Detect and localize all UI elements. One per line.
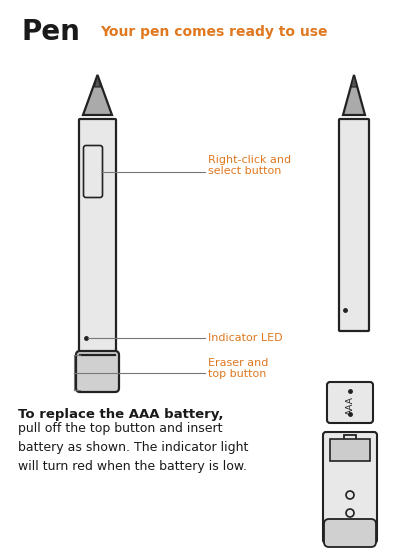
FancyBboxPatch shape bbox=[79, 119, 116, 356]
Polygon shape bbox=[351, 75, 357, 87]
Text: Right-click and
select button: Right-click and select button bbox=[208, 155, 291, 176]
Polygon shape bbox=[83, 75, 112, 115]
FancyBboxPatch shape bbox=[327, 382, 373, 423]
FancyBboxPatch shape bbox=[84, 146, 102, 197]
Text: Eraser and
top button: Eraser and top button bbox=[208, 358, 268, 379]
Text: Pen: Pen bbox=[22, 18, 81, 46]
Text: AAA: AAA bbox=[346, 396, 354, 415]
Circle shape bbox=[346, 509, 354, 517]
Text: Indicator LED: Indicator LED bbox=[208, 333, 283, 343]
Bar bbox=[344, 435, 356, 441]
FancyBboxPatch shape bbox=[324, 519, 376, 547]
FancyBboxPatch shape bbox=[76, 351, 119, 392]
Bar bbox=[330, 439, 370, 461]
Polygon shape bbox=[343, 75, 365, 115]
Text: Your pen comes ready to use: Your pen comes ready to use bbox=[100, 25, 328, 39]
Circle shape bbox=[346, 491, 354, 499]
Polygon shape bbox=[94, 75, 100, 87]
Text: pull off the top button and insert
battery as shown. The indicator light
will tu: pull off the top button and insert batte… bbox=[18, 422, 248, 473]
FancyBboxPatch shape bbox=[339, 119, 369, 331]
Text: To replace the AAA battery,: To replace the AAA battery, bbox=[18, 408, 224, 421]
FancyBboxPatch shape bbox=[323, 432, 377, 543]
